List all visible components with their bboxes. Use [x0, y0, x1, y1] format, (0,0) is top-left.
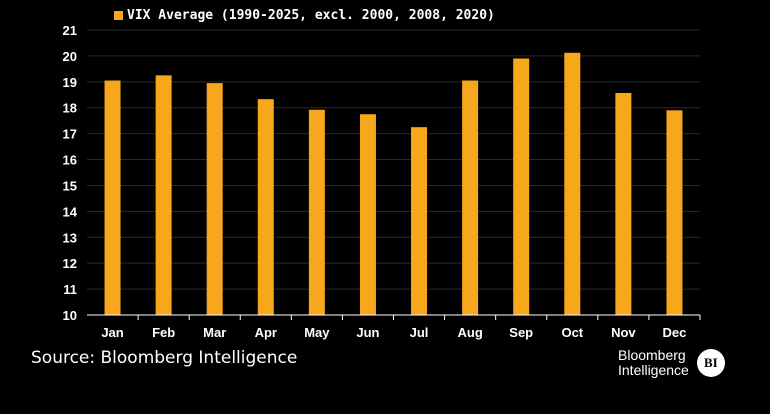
x-tick-label: Nov: [611, 325, 636, 340]
brand-name-line2: Intelligence: [618, 362, 689, 378]
bar-may: [308, 109, 325, 315]
y-tick-label: 19: [63, 75, 77, 90]
bar-mar: [206, 83, 223, 315]
x-tick-label: Jun: [356, 325, 379, 340]
y-tick-label: 15: [63, 178, 77, 193]
bar-jul: [411, 127, 428, 315]
bar-feb: [155, 75, 172, 315]
x-tick-labels: Jan Feb Mar Apr May Jun Jul Aug Sep Oct Nov Dec: [101, 325, 686, 340]
y-tick-label: 21: [63, 23, 77, 38]
bar-oct: [564, 52, 581, 316]
bar-jan: [104, 80, 121, 315]
y-tick-label: 18: [63, 101, 77, 116]
source-note: Source: Bloomberg Intelligence: [31, 348, 298, 368]
x-tick-label: Oct: [561, 325, 583, 340]
legend-label: VIX Average (1990-2025, excl. 2000, 2008…: [127, 8, 495, 23]
brand-badge: BI: [696, 349, 725, 377]
legend-swatch: [114, 11, 123, 20]
bar-dec: [666, 110, 683, 316]
bars: [104, 52, 683, 316]
x-tick-label: Jul: [410, 325, 429, 340]
y-tick-label: 16: [63, 153, 77, 168]
bar-aug: [462, 80, 479, 315]
bar-nov: [615, 92, 632, 315]
y-tick-label: 17: [63, 127, 77, 142]
y-tick-label: 12: [63, 256, 77, 271]
grid-lines: [87, 29, 700, 290]
legend: VIX Average (1990-2025, excl. 2000, 2008…: [114, 8, 495, 23]
bar-sep: [513, 58, 530, 315]
brand-name-line1: Bloomberg: [618, 347, 686, 363]
y-tick-label: 13: [63, 230, 77, 245]
x-tick-label: May: [304, 325, 330, 340]
y-tick-label: 14: [63, 204, 78, 219]
y-tick-label: 20: [63, 49, 77, 64]
x-tick-label: Sep: [509, 325, 533, 340]
x-tick-label: Apr: [255, 325, 277, 340]
x-tick-label: Aug: [457, 325, 482, 340]
y-tick-label: 10: [63, 308, 77, 323]
brand-logo: Bloomberg Intelligence BI: [618, 348, 725, 378]
y-tick-labels: 10 11 12 13 14 15 16 17 18 19 20 21: [63, 23, 78, 323]
x-tick-label: Feb: [152, 325, 175, 340]
x-tick-label: Dec: [663, 325, 687, 340]
y-tick-label: 11: [63, 282, 77, 297]
axes: [87, 314, 701, 320]
bar-jun: [359, 114, 376, 315]
x-tick-label: Jan: [101, 325, 123, 340]
bar-apr: [257, 99, 274, 315]
brand-name: Bloomberg Intelligence: [618, 348, 689, 378]
x-tick-label: Mar: [203, 325, 226, 340]
